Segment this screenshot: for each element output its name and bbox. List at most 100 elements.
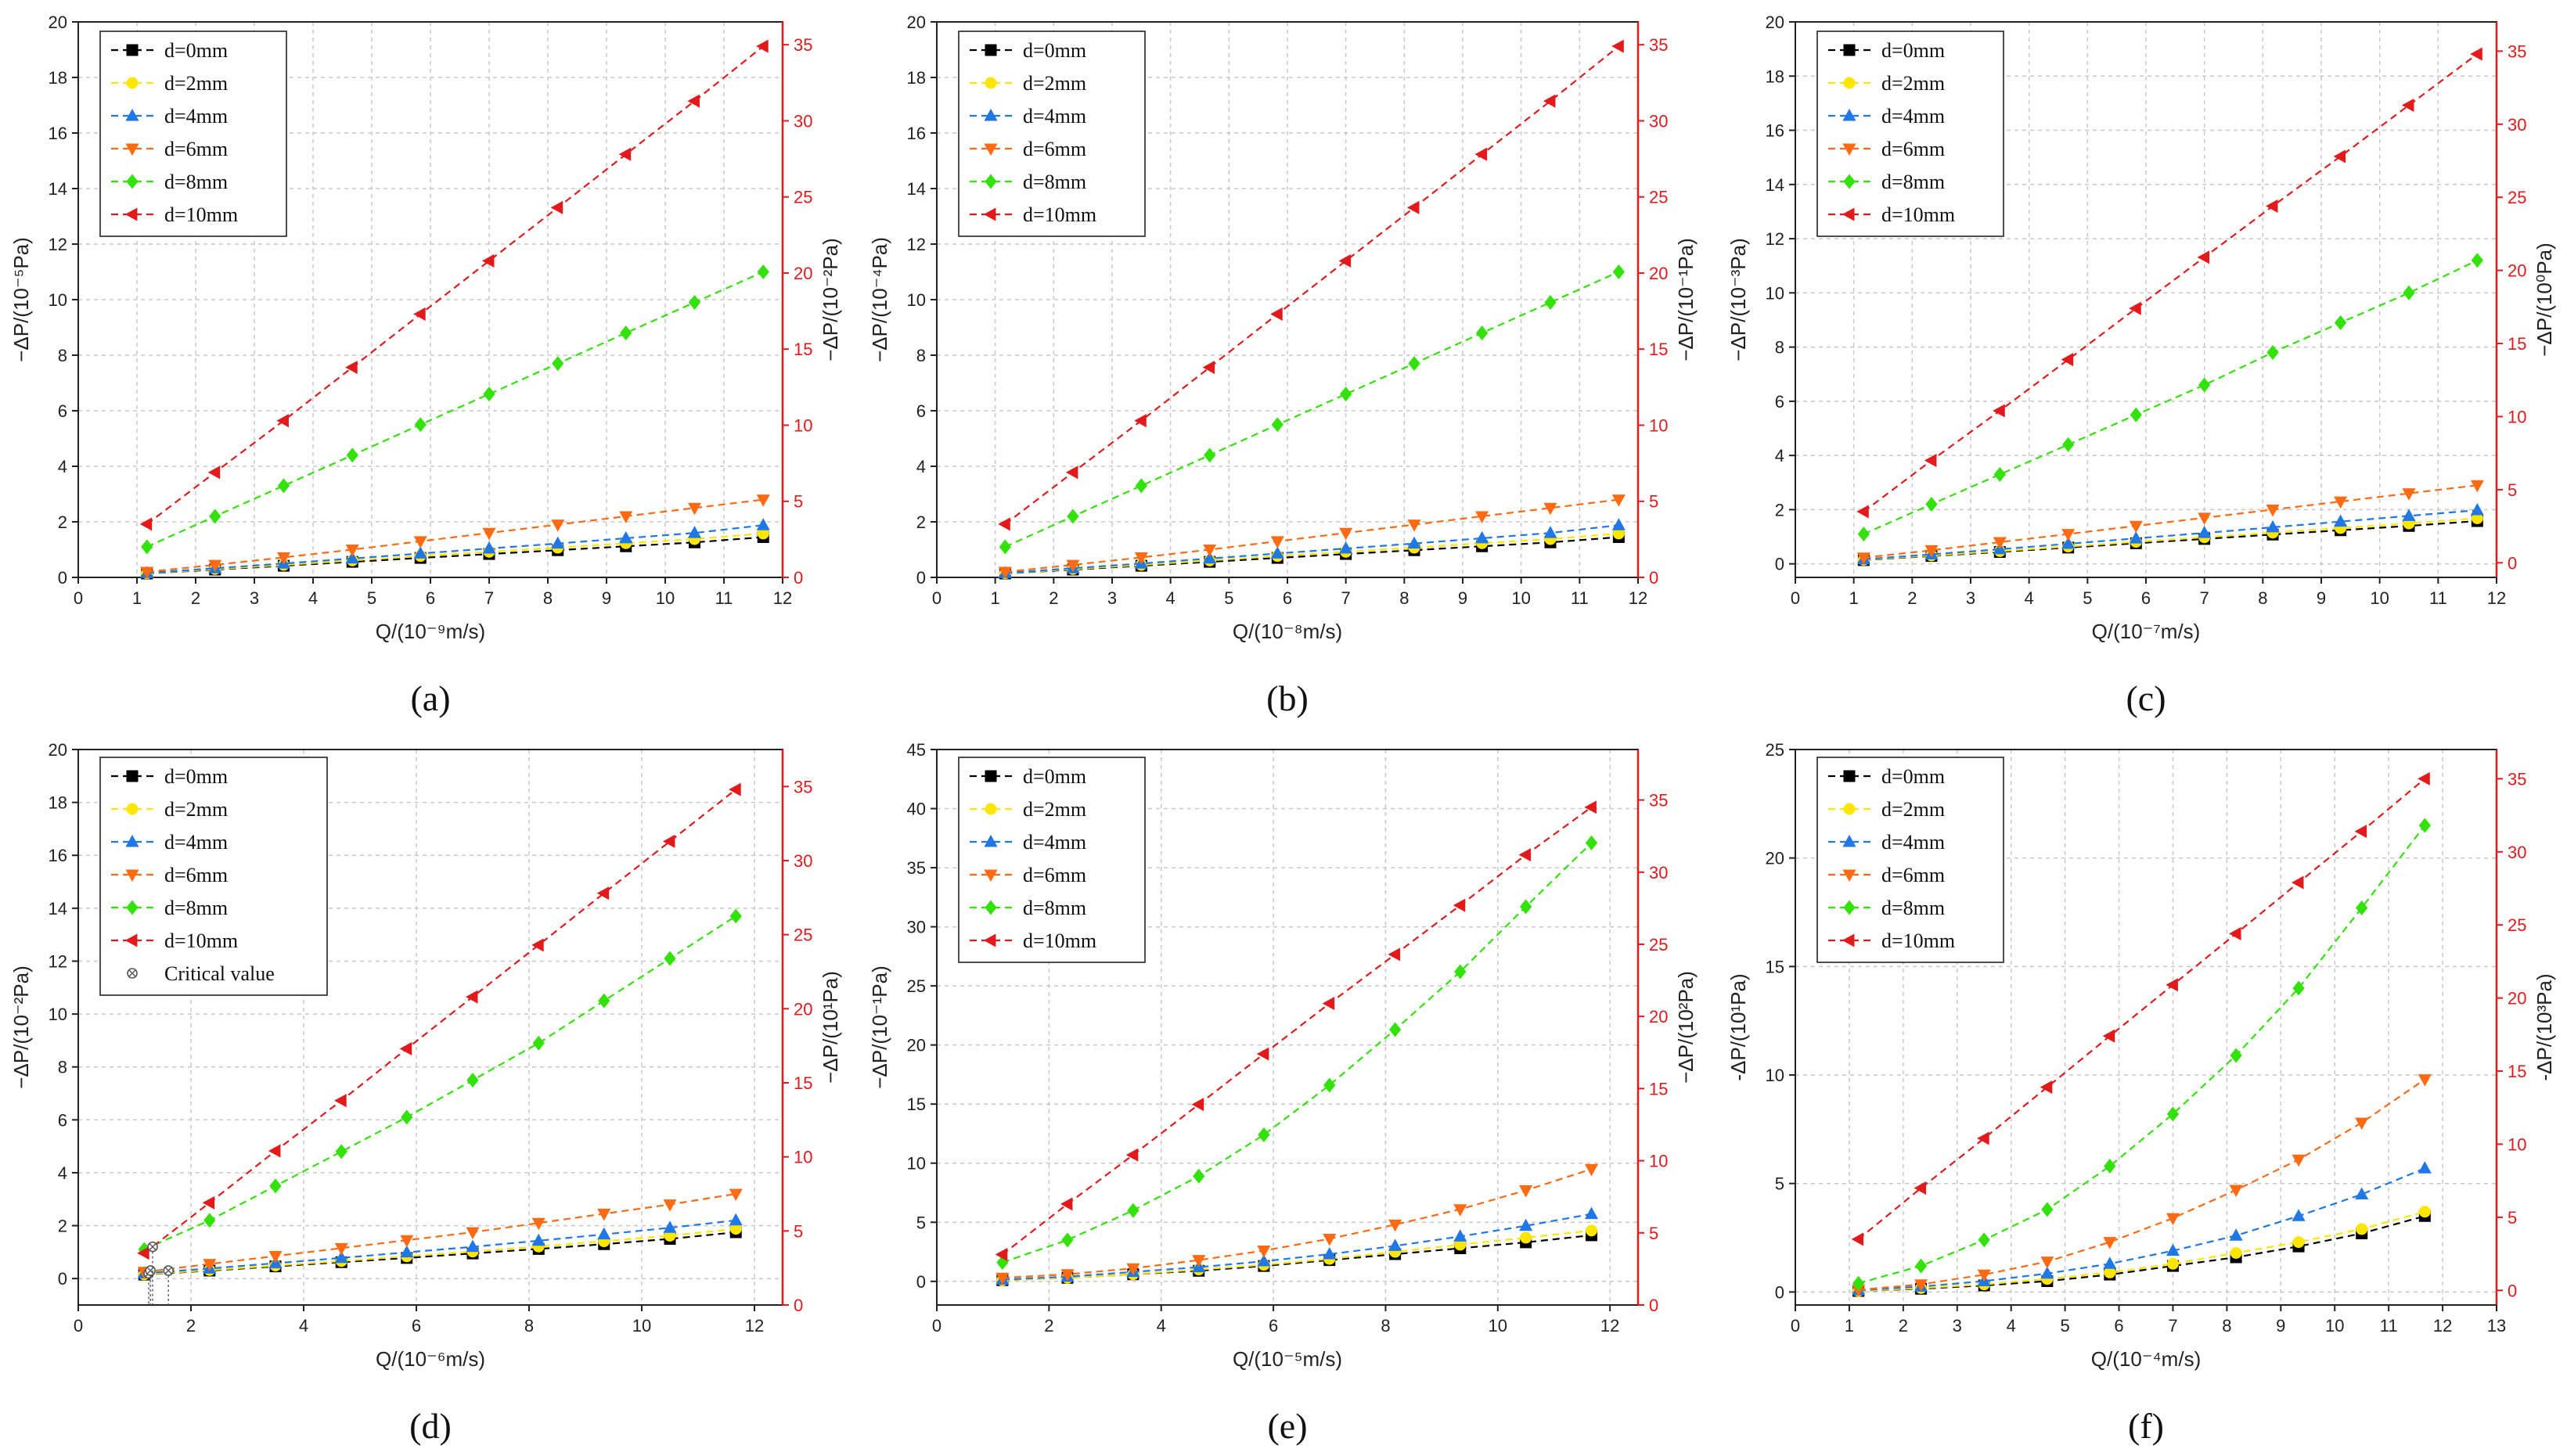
series-line xyxy=(1858,1078,2425,1291)
legend-marker xyxy=(126,770,139,782)
legend-entry: d=2mm xyxy=(970,72,1086,95)
x-tick-label: 3 xyxy=(1966,588,1975,608)
data-point xyxy=(482,541,496,554)
panel-c: 0 1 2 3 4 5 6 7 8 9 10 11 12024681012141618200510152… xyxy=(1726,13,2556,718)
series-line xyxy=(146,532,764,574)
y-axis-label: −ΔP/(10⁻⁵Pa) xyxy=(9,237,33,362)
y-tick-label: 0 xyxy=(916,568,926,588)
x-tick-label: 2 xyxy=(191,588,200,608)
data-point xyxy=(1612,264,1626,280)
y-axis-label: −ΔP/(10⁻¹Pa) xyxy=(868,965,891,1089)
data-point xyxy=(209,509,221,524)
legend-label: d=8mm xyxy=(164,171,228,193)
y-axis-label: −ΔP/(10⁻⁴Pa) xyxy=(868,237,891,362)
data-point xyxy=(1857,527,1870,542)
data-point xyxy=(2333,149,2346,164)
data-point xyxy=(1257,1246,1271,1258)
data-point xyxy=(2229,1228,2243,1241)
data-point xyxy=(551,519,565,532)
x-tick-label: 12 xyxy=(745,1316,764,1336)
data-point xyxy=(1585,835,1598,850)
y2-axis-label: −ΔP/(10¹Pa) xyxy=(819,971,842,1084)
legend-label: d=10mm xyxy=(1023,203,1096,226)
legend-entry: d=8mm xyxy=(970,171,1086,193)
legend-box xyxy=(958,31,1146,237)
x-tick-label: 10 xyxy=(1511,588,1530,608)
data-point xyxy=(620,325,632,341)
data-point xyxy=(995,1247,1008,1261)
x-tick-label: 10 xyxy=(632,1316,651,1336)
x-tick-label: 4 xyxy=(308,588,318,608)
data-point xyxy=(2470,47,2482,61)
legend-marker xyxy=(127,968,138,979)
series-line xyxy=(1858,825,2426,1285)
y-tick-label: 8 xyxy=(58,1058,67,1077)
data-point xyxy=(1340,386,1352,402)
legend-entry: d=10mm xyxy=(111,929,238,952)
data-point xyxy=(999,539,1012,555)
series-line xyxy=(1004,271,1619,548)
legend-marker xyxy=(984,869,998,883)
x-tick-label: 11 xyxy=(715,588,733,608)
x-tick-label: 5 xyxy=(2060,1316,2069,1336)
data-point xyxy=(2418,1206,2431,1218)
data-point xyxy=(414,417,427,433)
data-point xyxy=(2402,509,2416,521)
x-tick-label: 2 xyxy=(186,1316,196,1336)
data-point xyxy=(756,39,769,53)
data-point xyxy=(345,551,359,564)
legend-entry: d=0mm xyxy=(111,39,228,62)
data-point xyxy=(466,1227,480,1240)
series-d10 xyxy=(1851,771,2430,1246)
legend-marker xyxy=(1842,933,1855,947)
y-tick-label: 14 xyxy=(1766,175,1784,195)
panel-label: (e) xyxy=(1267,1406,1307,1446)
y2-tick-label: 30 xyxy=(2508,843,2526,862)
x-tick-label: 2 xyxy=(1044,1316,1053,1336)
panel-label: (c) xyxy=(2126,678,2166,718)
data-point xyxy=(483,386,495,402)
panel-label: (a) xyxy=(410,678,450,718)
legend-marker xyxy=(125,108,139,121)
data-point xyxy=(2354,825,2367,839)
legend-label: d=6mm xyxy=(164,138,228,160)
data-point xyxy=(1388,1219,1402,1232)
series-line xyxy=(1863,53,2479,512)
data-point xyxy=(1519,1185,1533,1198)
legend-entry: d=8mm xyxy=(1828,897,1945,919)
legend-marker xyxy=(126,803,139,815)
data-point xyxy=(345,545,359,557)
x-tick-label: 7 xyxy=(484,588,494,608)
legend-marker xyxy=(126,77,139,89)
y-tick-label: 6 xyxy=(58,401,67,421)
data-point xyxy=(268,1251,283,1264)
data-point xyxy=(1322,997,1335,1011)
legend-label: d=2mm xyxy=(164,72,228,95)
x-tick-label: 11 xyxy=(2429,588,2447,608)
data-point xyxy=(998,566,1012,579)
series-line xyxy=(1005,536,1619,575)
series-d0 xyxy=(141,531,769,580)
y-tick-label: 16 xyxy=(907,124,926,143)
data-point xyxy=(1406,200,1420,214)
grid-lines xyxy=(78,22,783,577)
legend-label: d=8mm xyxy=(1881,171,1945,193)
x-tick-label: 1 xyxy=(1849,588,1859,608)
y2-tick-label: 5 xyxy=(2508,1208,2517,1228)
x-tick-label: 12 xyxy=(2487,588,2506,608)
data-point xyxy=(1270,546,1284,559)
series-line xyxy=(146,536,764,575)
x-tick-label: 10 xyxy=(1489,1316,1507,1336)
series-d2 xyxy=(1852,1206,2431,1297)
data-point xyxy=(1126,1263,1140,1276)
series-d4 xyxy=(137,1213,743,1278)
data-point xyxy=(2229,1185,2243,1198)
y-tick-label: 18 xyxy=(49,793,67,813)
series-line xyxy=(1863,484,2478,559)
x-tick-label: 8 xyxy=(543,588,553,608)
data-point xyxy=(1924,453,1937,468)
data-point xyxy=(1407,519,1421,532)
x-tick-labels: 0 1 2 3 4 5 6 7 8 9 10 11 12 13 xyxy=(1791,1305,2506,1336)
legend-entry: d=4mm xyxy=(1828,105,1945,128)
data-point xyxy=(207,466,221,480)
